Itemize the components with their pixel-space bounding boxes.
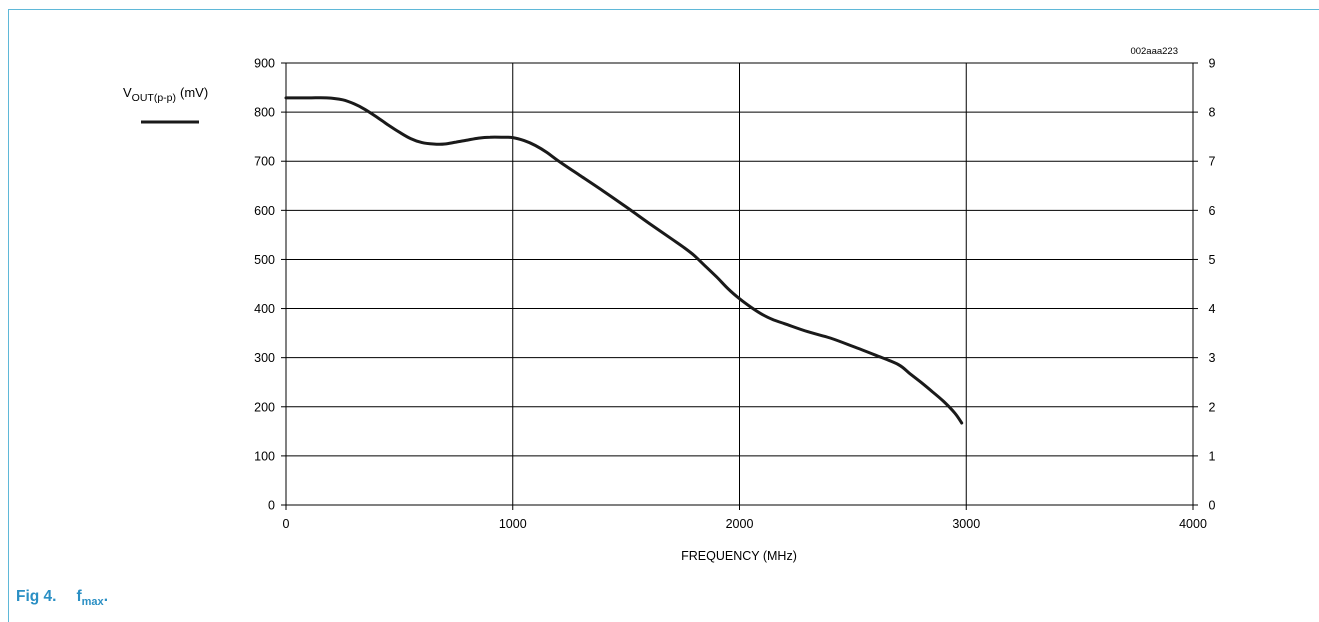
grid-lines [285,62,1194,506]
figure-title-end: . [103,588,108,605]
right-tick-label-0: 0 [1209,499,1216,513]
right-tick-label-7: 7 [1209,155,1216,169]
legend-label: VOUT(p-p) (mV) [123,85,208,104]
left-tick-label-200: 200 [254,400,275,414]
x-tick-label-3000: 3000 [952,517,980,531]
legend-label-subscript: OUT(p-p) [132,92,176,104]
left-tick-label-0: 0 [268,499,275,513]
figure-frame-top-border [8,9,1319,10]
left-tick-label-500: 500 [254,253,275,267]
left-y-axis-ticks: 0 100 200 300 400 500 600 700 800 900 [254,57,286,513]
figure-frame-left-border [8,9,9,622]
x-tick-label-4000: 4000 [1179,517,1207,531]
left-tick-label-600: 600 [254,204,275,218]
figure-code: 002aaa223 [1130,46,1178,57]
right-y-axis-ticks: 0 1 2 3 4 5 6 7 8 9 [1193,57,1216,513]
right-tick-label-5: 5 [1209,253,1216,267]
vout-series-line [284,96,964,425]
figure-caption: Fig 4. fmax. [16,588,108,608]
left-tick-label-800: 800 [254,106,275,120]
right-tick-label-2: 2 [1209,400,1216,414]
left-tick-label-100: 100 [254,449,275,463]
x-tick-label-0: 0 [283,517,290,531]
right-tick-label-6: 6 [1209,204,1216,218]
legend-label-main: V [123,85,132,100]
left-tick-label-300: 300 [254,351,275,365]
x-tick-label-2000: 2000 [726,517,754,531]
right-tick-label-9: 9 [1209,57,1216,71]
figure-number: Fig 4. [16,588,57,605]
left-tick-label-400: 400 [254,302,275,316]
x-tick-label-1000: 1000 [499,517,527,531]
figure-title-main: f [76,588,82,605]
right-tick-label-8: 8 [1209,106,1216,120]
figure-title-subscript: max [81,596,104,608]
x-axis-title: FREQUENCY (MHz) [681,549,797,563]
legend-label-unit: (mV) [180,85,208,100]
right-tick-label-1: 1 [1209,449,1216,463]
x-axis-ticks: 0 1000 2000 3000 4000 [283,505,1207,531]
right-tick-label-4: 4 [1209,302,1216,316]
right-tick-label-3: 3 [1209,351,1216,365]
left-tick-label-900: 900 [254,57,275,71]
left-tick-label-700: 700 [254,155,275,169]
